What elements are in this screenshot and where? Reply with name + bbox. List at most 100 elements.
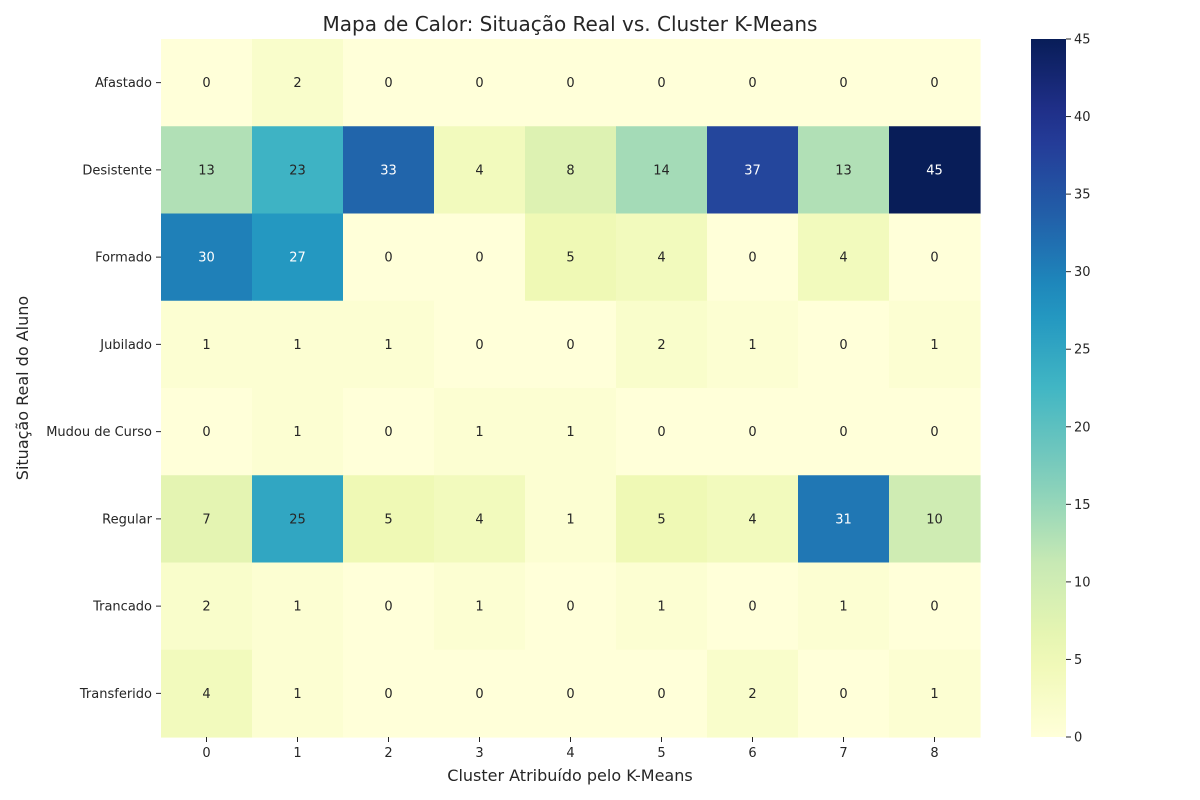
y-tick-label: Trancado: [92, 600, 152, 615]
y-tick-label: Formado: [95, 251, 152, 266]
cell-value-label: 25: [289, 512, 306, 527]
cell-value-label: 0: [839, 687, 847, 702]
cell-value-label: 14: [653, 163, 670, 178]
colorbar-tick-label: 20: [1074, 420, 1091, 435]
cell-value-label: 1: [475, 600, 483, 615]
heatmap-cell: [707, 300, 799, 389]
heatmap-cell: [889, 649, 981, 738]
cell-value-label: 0: [384, 425, 392, 440]
heatmap-cell: [343, 300, 435, 389]
cell-value-label: 0: [566, 600, 574, 615]
heatmap-cell: [616, 213, 708, 302]
cell-value-label: 0: [930, 600, 938, 615]
heatmap-cell: [798, 126, 890, 215]
heatmap-cell: [889, 475, 981, 564]
heatmap-cell: [343, 388, 435, 476]
cell-value-label: 1: [930, 687, 938, 702]
cell-value-label: 0: [566, 687, 574, 702]
cell-value-label: 0: [839, 425, 847, 440]
heatmap-cell: [525, 213, 617, 302]
y-axis: Afastado Desistente Formado Jubilado Mudou d…: [46, 76, 161, 702]
cell-value-label: 4: [475, 512, 483, 527]
heatmap-cell: [616, 388, 708, 476]
heatmap-cell: [161, 562, 253, 651]
heatmap-cell: [252, 475, 344, 564]
cell-value-label: 0: [657, 687, 665, 702]
heatmap-cell: [707, 388, 799, 476]
x-tick-label: 8: [930, 746, 938, 761]
colorbar: 0 5 10 15 20 25 30 35 40 45: [1031, 33, 1091, 746]
heatmap-cell: [343, 213, 435, 302]
x-tick-label: 2: [384, 746, 392, 761]
cell-value-label: 0: [930, 251, 938, 266]
heatmap-cell: [616, 562, 708, 651]
cell-value-label: 0: [475, 687, 483, 702]
cell-value-label: 0: [384, 687, 392, 702]
colorbar-gradient: [1031, 39, 1066, 737]
cell-value-label: 23: [289, 163, 306, 178]
heatmap-cell: [889, 213, 981, 302]
cell-value-label: 4: [748, 512, 756, 527]
cell-value-label: 1: [384, 338, 392, 353]
cell-value-label: 0: [839, 76, 847, 91]
cell-value-label: 0: [566, 338, 574, 353]
heatmap-cell: [707, 39, 799, 127]
cell-value-label: 1: [293, 600, 301, 615]
cell-value-label: 0: [657, 76, 665, 91]
heatmap-cell: [343, 126, 435, 215]
heatmap-cell: [434, 649, 526, 738]
heatmap-cell: [252, 388, 344, 476]
cell-value-label: 0: [748, 251, 756, 266]
heatmap-cell: [616, 475, 708, 564]
y-tick-label: Afastado: [95, 76, 152, 91]
colorbar-tick-label: 5: [1074, 653, 1082, 668]
heatmap-cell: [798, 562, 890, 651]
cell-value-label: 1: [930, 338, 938, 353]
cell-value-label: 0: [202, 76, 210, 91]
colorbar-tick-label: 15: [1074, 498, 1091, 513]
cell-value-label: 2: [748, 687, 756, 702]
cell-value-label: 2: [657, 338, 665, 353]
colorbar-tick-label: 30: [1074, 265, 1091, 280]
heatmap-cell: [343, 475, 435, 564]
cell-value-label: 0: [384, 251, 392, 266]
heatmap-cell: [343, 39, 435, 127]
cell-value-label: 1: [293, 425, 301, 440]
cell-value-label: 0: [839, 338, 847, 353]
heatmap-cell: [707, 126, 799, 215]
cell-value-label: 1: [475, 425, 483, 440]
heatmap-cell: [889, 39, 981, 127]
cell-value-label: 0: [657, 425, 665, 440]
colorbar-tick-label: 35: [1074, 188, 1091, 203]
heatmap-cell: [798, 475, 890, 564]
y-axis-label: Situação Real do Aluno: [13, 296, 32, 480]
cell-value-label: 1: [566, 512, 574, 527]
heatmap-cell: [434, 300, 526, 389]
cell-value-label: 2: [293, 76, 301, 91]
heatmap-cell: [252, 562, 344, 651]
heatmap-cell: [252, 213, 344, 302]
heatmap-cell: [525, 475, 617, 564]
cell-value-label: 4: [839, 251, 847, 266]
cell-value-label: 4: [657, 251, 665, 266]
cell-value-label: 0: [748, 76, 756, 91]
heatmap-cell: [707, 562, 799, 651]
heatmap-cell: [434, 126, 526, 215]
heatmap-cell: [798, 39, 890, 127]
cell-value-label: 1: [748, 338, 756, 353]
colorbar-tick-label: 40: [1074, 110, 1091, 125]
cell-value-label: 7: [202, 512, 210, 527]
heatmap-cell: [616, 649, 708, 738]
x-tick-label: 0: [202, 746, 210, 761]
cell-value-label: 0: [475, 76, 483, 91]
cell-value-label: 27: [289, 251, 306, 266]
cell-value-label: 1: [293, 338, 301, 353]
heatmap-cell: [161, 649, 253, 738]
heatmap-cell: [798, 649, 890, 738]
cell-value-label: 5: [384, 512, 392, 527]
colorbar-tick-label: 10: [1074, 575, 1091, 590]
heatmap-cell: [161, 39, 253, 127]
cell-value-label: 1: [657, 600, 665, 615]
cell-value-label: 45: [926, 163, 943, 178]
cell-value-label: 4: [202, 687, 210, 702]
